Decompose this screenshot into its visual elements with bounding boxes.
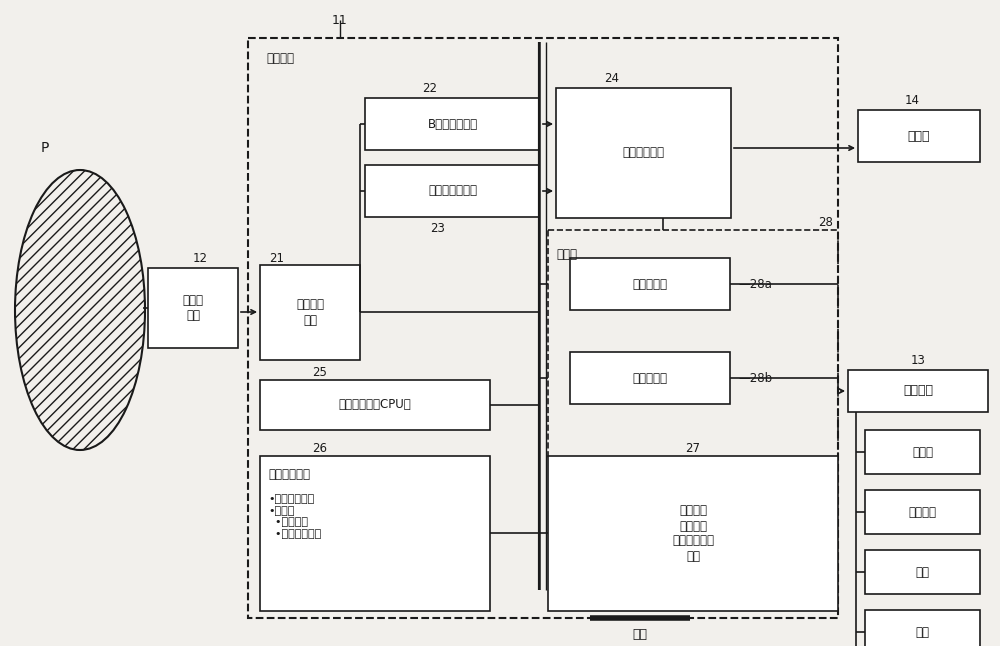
Text: 24: 24 [604, 72, 620, 85]
Text: 27: 27 [686, 441, 700, 455]
Text: 内部存储装置: 内部存储装置 [268, 468, 310, 481]
Text: 25: 25 [313, 366, 327, 379]
Text: 图像生成电路: 图像生成电路 [622, 147, 664, 160]
Text: 控制处理器（CPU）: 控制处理器（CPU） [339, 399, 411, 412]
Bar [865, 610, 980, 646]
Text: 13: 13 [911, 353, 925, 366]
Bar [548, 456, 838, 611]
Text: 22: 22 [422, 83, 438, 96]
Text: 存储部: 存储部 [556, 248, 577, 261]
Text: 多普勒处理单元: 多普勒处理单元 [428, 185, 477, 198]
Text: P: P [41, 141, 49, 155]
Bar [848, 370, 988, 412]
Bar [570, 352, 730, 404]
Text: 软件保存部: 软件保存部 [633, 371, 668, 384]
Text: —28b: —28b [738, 371, 772, 384]
Text: 23: 23 [431, 222, 445, 234]
Text: 键盘: 键盘 [916, 625, 930, 638]
Bar [556, 88, 731, 218]
Text: 发送接收
单元: 发送接收 单元 [296, 298, 324, 326]
Text: 鼠标: 鼠标 [916, 565, 930, 579]
Text: 开关按钮: 开关按钮 [908, 506, 936, 519]
Text: 网络: 网络 [633, 629, 648, 641]
Bar [260, 265, 360, 360]
Text: 超声波
探头: 超声波 探头 [182, 294, 204, 322]
Text: 输入装置: 输入装置 [903, 384, 933, 397]
Text: 图像存储器: 图像存储器 [633, 278, 668, 291]
Bar [865, 490, 980, 534]
Bar [260, 380, 490, 430]
Bar [865, 430, 980, 474]
Text: 显示器: 显示器 [908, 129, 930, 143]
Bar [858, 110, 980, 162]
Text: 其他接口
操作面板
外部存储装置
网络: 其他接口 操作面板 外部存储装置 网络 [672, 505, 714, 563]
Text: •装置控制程序
•数据组
  •诊断协议
  •发送接收条件: •装置控制程序 •数据组 •诊断协议 •发送接收条件 [268, 494, 321, 539]
Text: B模式处理单元: B模式处理单元 [427, 118, 478, 130]
Bar [248, 38, 838, 618]
Bar [548, 230, 838, 460]
Bar [148, 268, 238, 348]
Text: —28a: —28a [738, 278, 772, 291]
Text: 26: 26 [312, 441, 328, 455]
Text: 装置主体: 装置主体 [266, 52, 294, 65]
Text: 28: 28 [818, 216, 833, 229]
Bar [365, 165, 540, 217]
Text: 14: 14 [904, 94, 920, 107]
Text: 11: 11 [332, 14, 348, 26]
Bar [570, 258, 730, 310]
Bar [260, 456, 490, 611]
Bar [865, 550, 980, 594]
Text: 轨迹球: 轨迹球 [912, 446, 933, 459]
Text: 21: 21 [270, 251, 285, 264]
Bar [365, 98, 540, 150]
Text: 12: 12 [192, 251, 208, 264]
